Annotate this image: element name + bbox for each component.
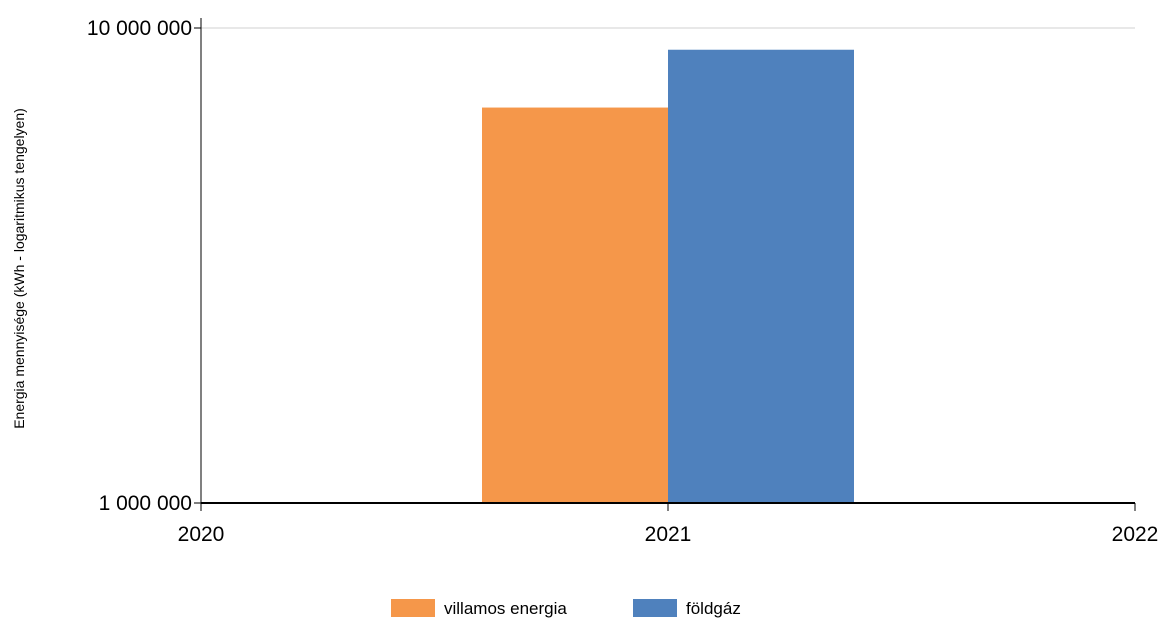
legend: villamos energia földgáz: [391, 599, 741, 618]
bars-layer: [482, 49, 854, 504]
y-tick-label: 1 000 000: [99, 492, 192, 515]
y-axis-ticks: 1 000 000 10 000 000: [87, 17, 201, 515]
x-tick-label: 2022: [1112, 523, 1159, 546]
y-tick-label: 10 000 000: [87, 17, 192, 40]
legend-label-villamos-energia: villamos energia: [444, 599, 567, 618]
bar-földgáz-2021: [668, 49, 854, 504]
y-axis-title: Energia mennyisége (kWh - logaritmikus t…: [11, 108, 27, 429]
x-tick-label: 2020: [178, 523, 225, 546]
x-tick-label: 2021: [645, 523, 692, 546]
legend-swatch-földgáz: [633, 599, 677, 617]
legend-swatch-villamos-energia: [391, 599, 435, 617]
bar-villamos-energia-2021: [482, 107, 668, 504]
legend-label-földgáz: földgáz: [686, 599, 741, 618]
x-axis-ticks: 2020 2021 2022: [178, 503, 1159, 546]
